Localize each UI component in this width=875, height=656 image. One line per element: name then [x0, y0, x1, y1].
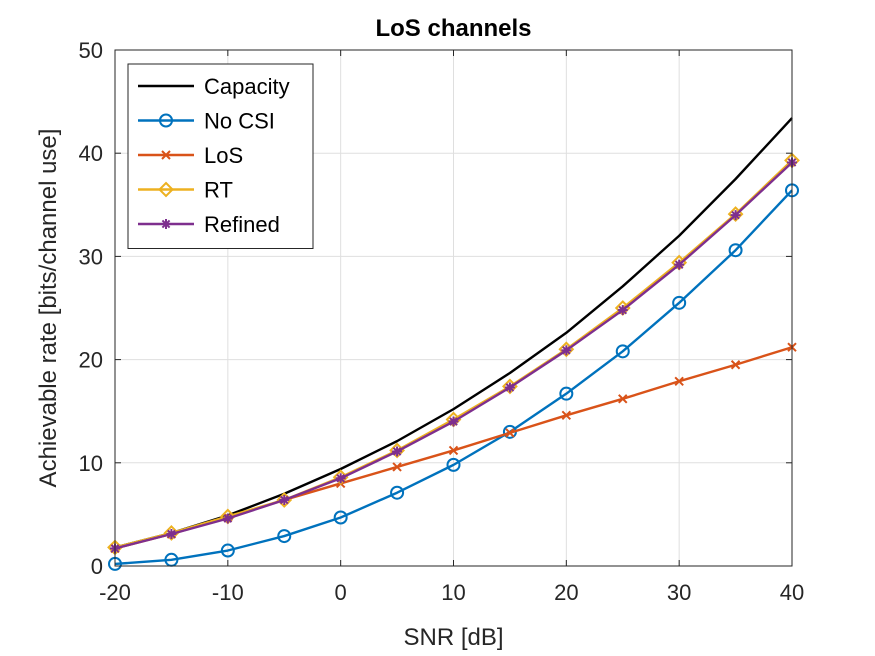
x-tick-label: -20	[99, 580, 131, 605]
y-tick-label: 20	[79, 348, 103, 373]
data-point-los	[730, 360, 741, 370]
legend-label: LoS	[204, 143, 243, 168]
legend-label: No CSI	[204, 109, 275, 134]
y-tick-label: 50	[79, 38, 103, 63]
data-point-refined	[448, 416, 459, 427]
data-point-los	[561, 410, 572, 421]
legend-box	[127, 63, 314, 249]
legend-label: RT	[204, 178, 233, 203]
legend-entry-rt: RT	[138, 178, 233, 203]
data-point-los	[618, 394, 628, 404]
legend-entry-no-csi: No CSI	[138, 109, 275, 134]
data-point-refined	[166, 529, 177, 540]
y-tick-label: 40	[79, 141, 103, 166]
x-tick-label: 30	[667, 580, 691, 605]
x-tick-label: 0	[335, 580, 347, 605]
data-point-no-csi	[333, 510, 348, 525]
data-point-no-csi	[277, 529, 292, 544]
data-point-refined	[561, 345, 572, 356]
axis-ticks: -20 -10 0 10 20 30 40 0 10 20 30 40 50	[79, 38, 805, 605]
data-point-refined	[279, 494, 290, 505]
x-tick-label: -10	[212, 580, 244, 605]
series-refined	[110, 157, 797, 554]
data-point-no-csi	[672, 295, 687, 310]
plot-series	[107, 117, 800, 571]
x-tick-label: 20	[554, 580, 578, 605]
legend: Capacity No CSI LoS RT Refined	[127, 63, 314, 249]
data-point-refined	[730, 210, 741, 221]
legend-marker	[161, 150, 171, 160]
legend-marker	[161, 219, 171, 229]
data-point-refined	[335, 473, 346, 484]
legend-marker	[158, 181, 174, 198]
data-point-no-csi	[615, 344, 630, 359]
data-point-no-csi	[446, 457, 461, 472]
legend-entry-los: LoS	[138, 143, 243, 168]
data-point-no-csi	[390, 485, 405, 500]
data-point-los	[392, 462, 402, 472]
data-point-refined	[504, 382, 515, 393]
data-point-refined	[674, 259, 685, 270]
legend-marker	[159, 113, 173, 128]
y-tick-label: 30	[79, 244, 103, 269]
data-point-refined	[222, 513, 233, 524]
y-tick-label: 0	[91, 554, 103, 579]
data-point-refined	[617, 305, 628, 316]
y-axis-title: Achievable rate [bits/channel use]	[35, 129, 62, 488]
legend-label: Capacity	[204, 74, 290, 99]
data-point-los	[505, 428, 515, 438]
chart-title: LoS channels	[375, 15, 531, 42]
data-point-refined	[392, 446, 403, 457]
data-point-no-csi	[559, 386, 574, 401]
y-tick-label: 10	[79, 451, 103, 476]
legend-label: Refined	[204, 212, 280, 237]
x-tick-label: 40	[780, 580, 804, 605]
legend-entry-refined: Refined	[138, 212, 280, 237]
data-point-no-csi	[728, 243, 743, 258]
data-point-los	[448, 445, 459, 456]
x-axis-title: SNR [dB]	[403, 624, 503, 651]
data-point-rt	[163, 525, 180, 541]
x-tick-label: 10	[441, 580, 465, 605]
data-point-los	[674, 376, 684, 386]
series-line-no-csi	[114, 189, 793, 566]
data-point-no-csi	[220, 543, 235, 558]
legend-entry-capacity: Capacity	[138, 74, 290, 99]
